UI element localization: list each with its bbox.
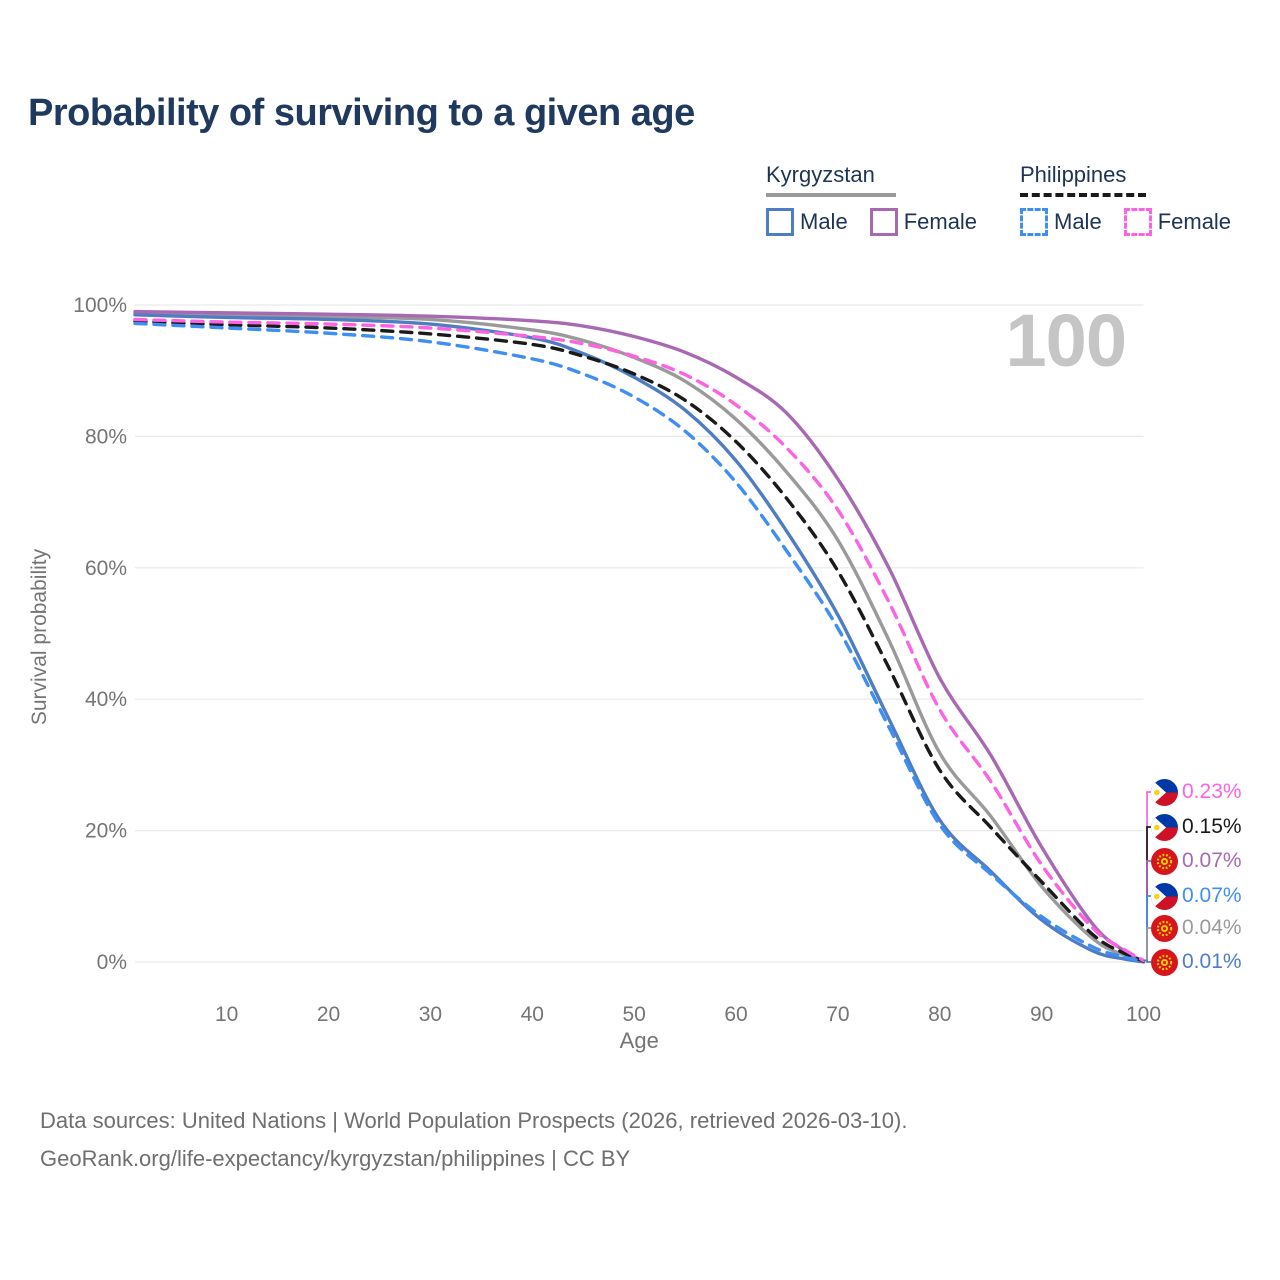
series-line-kyrgyzstan-male [133,313,1146,964]
y-axis-title: Survival probability [28,548,51,725]
end-label-value: 0.23% [1182,780,1242,803]
x-tick-label: 100 [1126,1003,1161,1026]
page-title: Probability of surviving to a given age [28,92,695,134]
x-tick-label: 90 [1030,1003,1053,1026]
data-sources-note: Data sources: United Nations | World Pop… [40,1108,908,1133]
philippines-flag-icon [1151,814,1178,841]
end-label-value: 0.15% [1182,815,1242,838]
kyrgyzstan-male-swatch-icon [766,208,794,236]
x-tick-label: 10 [215,1003,238,1026]
legend-item-philippines-male[interactable]: Male [1020,208,1102,236]
legend-country-kyrgyzstan[interactable]: Kyrgyzstan [766,162,875,187]
kyrgyzstan-line-sample [766,193,896,197]
y-tick-label: 80% [85,425,127,448]
x-tick-label: 70 [826,1003,849,1026]
attribution-link[interactable]: GeoRank.org/life-expectancy/kyrgyzstan/p… [40,1146,631,1171]
series-line-kyrgyzstan [133,311,1146,964]
philippines-flag-icon [1151,883,1178,910]
legend-label: Male [800,209,848,234]
legend-item-kyrgyzstan-female[interactable]: Female [869,208,978,236]
series-line-philippines [133,319,1146,963]
y-tick-label: 0% [97,951,127,974]
legend-country-philippines[interactable]: Philippines [1020,162,1127,187]
x-tick-label: 50 [622,1003,645,1026]
x-tick-label: 80 [928,1003,951,1026]
kyrgyzstan-flag-icon [1151,915,1178,942]
x-tick-label: 40 [521,1003,544,1026]
legend-group-kyrgyzstan: Kyrgyzstan Male Female [766,162,999,236]
legend-label: Female [903,209,978,234]
legend-label: Female [1157,209,1232,234]
end-label-kyrgyzstan-both: 0.04% [1151,914,1242,942]
kyrgyzstan-flag-icon [1151,848,1178,875]
y-tick-label: 40% [85,688,127,711]
end-label-connectors [1143,791,1151,963]
end-label-value: 0.07% [1182,849,1242,872]
series-line-philippines-male [133,321,1146,964]
philippines-male-swatch-icon [1020,208,1048,236]
gridlines [135,304,1144,963]
legend-label: Male [1054,209,1102,234]
kyrgyzstan-female-swatch-icon [869,208,898,236]
x-tick-label: 60 [724,1003,747,1026]
end-label-philippines-both: 0.15% [1151,813,1242,841]
legend-item-philippines-female[interactable]: Female [1123,208,1232,236]
series-line-philippines-female [133,317,1146,963]
philippines-female-swatch-icon [1123,208,1152,236]
end-label-connector [1143,959,1151,963]
y-tick-label: 20% [85,820,127,843]
end-label-value: 0.07% [1182,884,1242,907]
legend-item-kyrgyzstan-male[interactable]: Male [766,208,848,236]
x-tick-label: 30 [419,1003,442,1026]
x-axis-title: Age [620,1028,659,1053]
end-label-philippines-female: 0.23% [1151,778,1242,806]
end-label-value: 0.01% [1182,950,1242,973]
y-tick-label: 60% [85,557,127,580]
axis-labels: 0% 20% 40% 60% 80% 100% 10 20 30 40 50 60 70 80 90 100 A… [28,294,1161,1053]
y-tick-label: 100% [73,294,127,317]
end-label-connector [1143,927,1151,962]
philippines-line-sample [1020,193,1146,197]
age-counter-value: 100 [1006,299,1126,382]
end-label-philippines-male: 0.07% [1151,882,1242,910]
end-label-value: 0.04% [1182,916,1242,939]
end-label-kyrgyzstan-male: 0.01% [1151,948,1242,976]
legend-group-philippines: Philippines Male Female [1020,162,1253,236]
age-counter-watermark: 100 [1006,299,1127,382]
end-label-kyrgyzstan-female: 0.07% [1151,847,1242,875]
philippines-flag-icon [1151,779,1178,806]
series-line-kyrgyzstan-female [133,309,1146,964]
kyrgyzstan-flag-icon [1151,949,1178,976]
series-lines [133,309,1146,964]
x-tick-label: 20 [317,1003,340,1026]
